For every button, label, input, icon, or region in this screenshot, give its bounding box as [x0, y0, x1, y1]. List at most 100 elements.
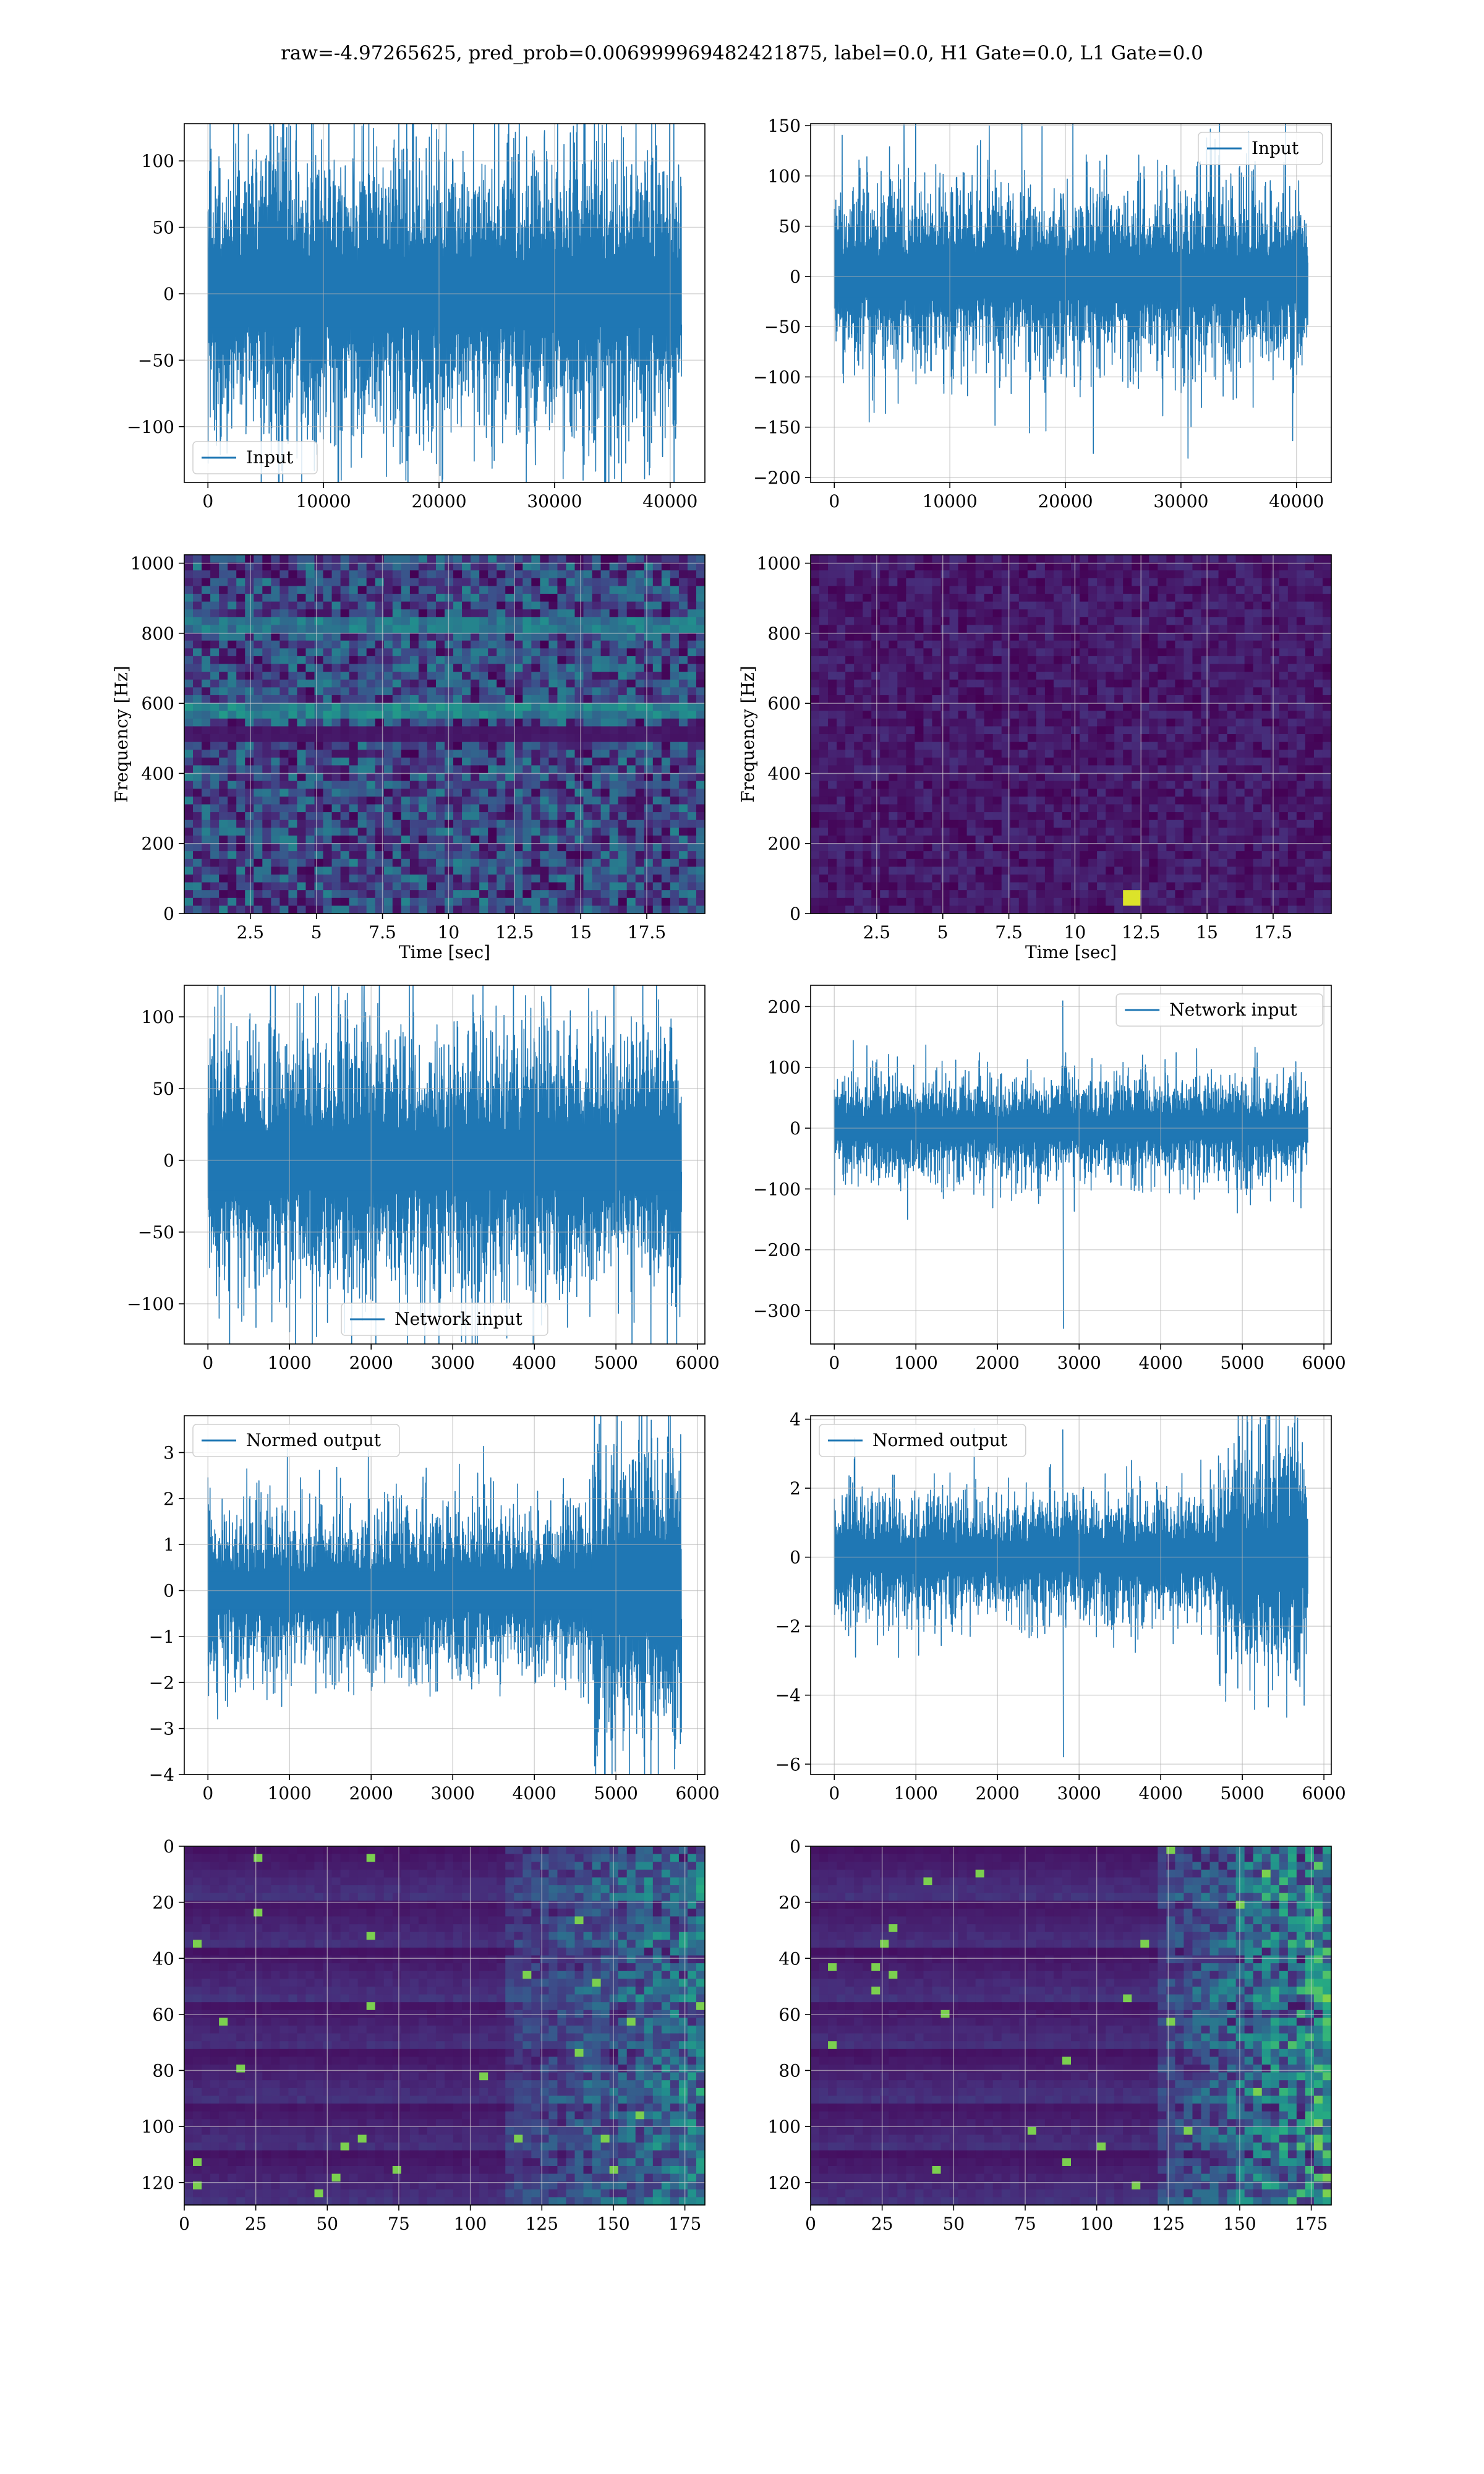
heatmap-cell [202, 804, 211, 813]
heatmap-cell [1149, 703, 1158, 711]
heatmap-cell [819, 640, 829, 649]
heatmap-cell [1158, 633, 1167, 641]
heatmap-cell [323, 890, 333, 899]
heatmap-cell [992, 586, 1002, 594]
heatmap-cell [445, 586, 454, 594]
heatmap-cell [297, 742, 307, 750]
heatmap-cell [626, 820, 636, 828]
heatmap-cell [1183, 726, 1193, 735]
heatmap-cell [635, 789, 645, 797]
heatmap-cell [349, 812, 359, 821]
heatmap-cell [219, 695, 228, 704]
heatmap-cell [984, 570, 994, 579]
heatmap-cell [435, 789, 445, 797]
heatmap-cell [314, 812, 324, 821]
heatmap-cell [984, 781, 994, 789]
heatmap-cell [401, 594, 411, 602]
heatmap-cell [966, 781, 976, 789]
heatmap-cell [514, 882, 523, 891]
heatmap-cell [574, 843, 584, 852]
heatmap-cell [383, 773, 393, 782]
heatmap-cell [531, 617, 540, 626]
x-tick-label: 15 [569, 922, 592, 943]
heatmap-cell [975, 804, 985, 813]
heatmap-cell [696, 905, 706, 914]
heatmap-cell [1313, 664, 1323, 672]
heatmap-cell [828, 703, 837, 711]
heatmap-cell [897, 586, 906, 594]
heatmap-cell [1244, 648, 1254, 657]
heatmap-cell [245, 640, 254, 649]
heatmap-cell [435, 711, 445, 719]
heatmap-cell [837, 586, 846, 594]
heatmap-cell [661, 742, 671, 750]
heatmap-cell [635, 882, 645, 891]
heatmap-cell [462, 555, 471, 563]
heatmap-cell [845, 718, 855, 727]
heatmap-cell [427, 633, 437, 641]
heatmap-cell [871, 718, 881, 727]
heatmap-cell [479, 703, 488, 711]
heatmap-cell [1175, 711, 1185, 719]
heatmap-cell [906, 820, 915, 828]
heatmap-cell [184, 570, 194, 579]
heatmap-cell [932, 695, 942, 704]
heatmap-cell [966, 726, 976, 735]
heatmap-cell [975, 640, 985, 649]
heatmap-cell [245, 858, 254, 867]
heatmap-cell [837, 687, 846, 696]
heatmap-cell [1010, 555, 1020, 563]
heatmap-cell [210, 656, 220, 665]
heatmap-cell [592, 718, 602, 727]
heatmap-cell [331, 843, 341, 852]
heatmap-cell [401, 640, 411, 649]
heatmap-cell [1253, 601, 1263, 610]
heatmap-cell [1027, 804, 1037, 813]
heatmap-cell [1132, 578, 1141, 587]
heatmap-cell [1192, 609, 1202, 618]
heatmap-cell [323, 765, 333, 774]
heatmap-cell [479, 742, 488, 750]
heatmap-cell [193, 905, 202, 914]
heatmap-cell [262, 835, 271, 844]
heatmap-cell [583, 750, 593, 758]
heatmap-cell [1313, 586, 1323, 594]
heatmap-cell [401, 773, 411, 782]
heatmap-cell [949, 594, 959, 602]
heatmap-cell [932, 734, 942, 743]
heatmap-cell [427, 609, 437, 618]
heatmap-cell [409, 633, 419, 641]
heatmap-cell [540, 664, 549, 672]
heatmap-cell [1140, 594, 1149, 602]
heatmap-cell [305, 609, 315, 618]
heatmap-cell [366, 750, 376, 758]
heatmap-cell [975, 711, 985, 719]
heatmap-cell [635, 874, 645, 883]
heatmap-cell [1027, 640, 1037, 649]
heatmap-cell [871, 757, 881, 766]
heatmap-cell [687, 734, 697, 743]
heatmap-cell [522, 648, 532, 657]
heatmap-cell [583, 703, 593, 711]
heatmap-cell [966, 625, 976, 633]
heatmap-cell [219, 890, 228, 899]
heatmap-cell [522, 726, 532, 735]
heatmap-cell [1088, 609, 1098, 618]
heatmap-cell [1062, 578, 1072, 587]
heatmap-cell [1227, 781, 1237, 789]
heatmap-cell [1322, 750, 1332, 758]
heatmap-cell [1123, 804, 1132, 813]
heatmap-cell [1140, 601, 1149, 610]
heatmap-cell [923, 757, 933, 766]
heatmap-cell [305, 656, 315, 665]
heatmap-cell [349, 718, 359, 727]
heatmap-cell [1227, 789, 1237, 797]
heatmap-cell [548, 812, 558, 821]
heatmap-cell [401, 820, 411, 828]
heatmap-cell [245, 633, 254, 641]
heatmap-cell [557, 625, 567, 633]
heatmap-cell [949, 687, 959, 696]
heatmap-cell [1123, 640, 1132, 649]
heatmap-cell [357, 804, 367, 813]
heatmap-cell [652, 726, 662, 735]
